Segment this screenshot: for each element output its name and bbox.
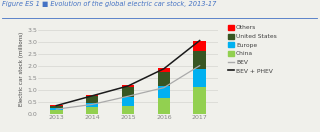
Bar — [50, 108, 63, 110]
Bar — [193, 69, 206, 87]
Legend: Others, United States, Europe, China, BEV, BEV + PHEV: Others, United States, Europe, China, BE… — [228, 25, 277, 74]
Bar — [86, 96, 99, 103]
Bar — [157, 98, 170, 114]
Bar — [157, 86, 170, 98]
Bar — [193, 41, 206, 51]
Bar — [122, 106, 134, 114]
Bar — [86, 103, 99, 107]
Bar — [157, 68, 170, 72]
Bar — [157, 72, 170, 86]
Text: Figure ES 1 ■ Evolution of the global electric car stock, 2013-17: Figure ES 1 ■ Evolution of the global el… — [2, 1, 216, 7]
Bar — [193, 87, 206, 114]
Bar — [122, 97, 134, 106]
Bar — [86, 107, 99, 114]
Bar — [122, 87, 134, 97]
Y-axis label: Electric car stock (millions): Electric car stock (millions) — [19, 32, 24, 106]
Bar — [50, 110, 63, 114]
Bar — [122, 85, 134, 87]
Bar — [50, 106, 63, 108]
Bar — [193, 51, 206, 69]
Bar — [86, 95, 99, 96]
Bar — [50, 105, 63, 106]
